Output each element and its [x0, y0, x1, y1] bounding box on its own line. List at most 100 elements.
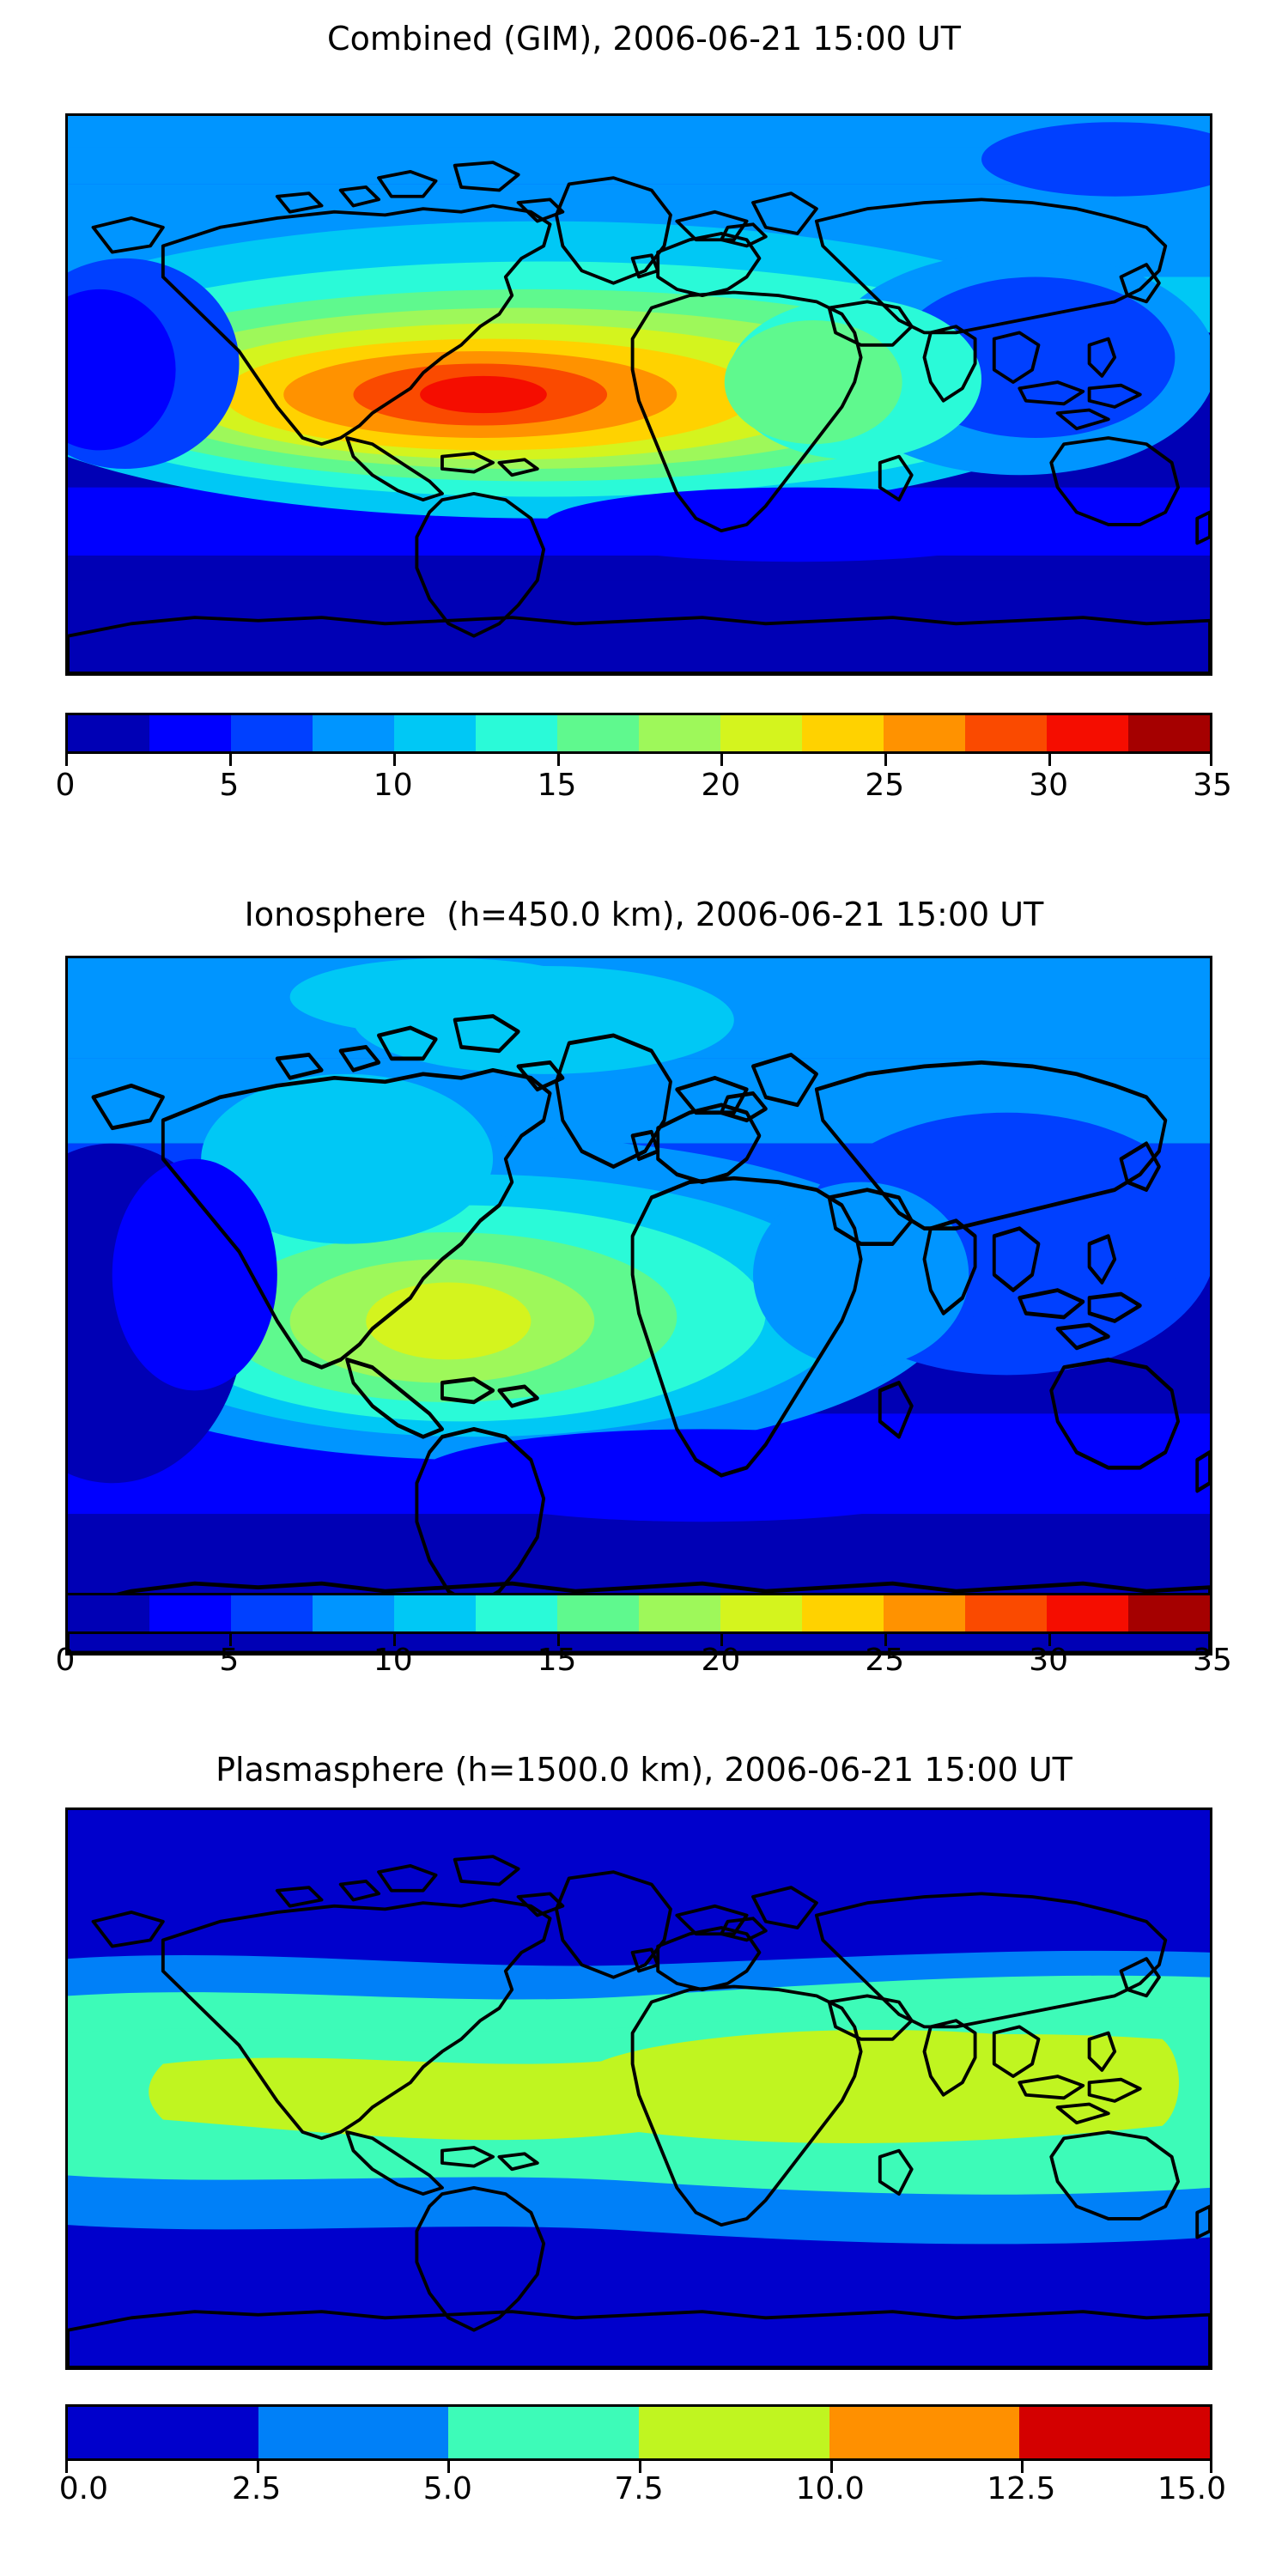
colorbar-band	[829, 2407, 1020, 2458]
tick-mark	[1048, 1634, 1052, 1646]
tick-mark	[392, 1634, 396, 1646]
colorbar-strip-combined	[65, 713, 1212, 754]
tick-mark	[720, 754, 724, 766]
colorbar-tick-label: 2.5	[232, 2471, 282, 2506]
tick-mark	[884, 754, 888, 766]
colorbar-tick-label: 12.5	[987, 2471, 1056, 2506]
tick-mark	[65, 1634, 68, 1646]
tick-mark	[65, 754, 68, 766]
tick-mark	[447, 2461, 451, 2473]
tick-mark	[65, 2461, 68, 2473]
tick-mark	[1210, 754, 1212, 766]
panel-title-ionosphere: Ionosphere (h=450.0 km), 2006-06-21 15:0…	[244, 896, 1044, 933]
colorbar-tick-label: 25	[865, 1643, 905, 1678]
colorbar-ticks-combined	[65, 754, 1212, 766]
colorbar-tick-label: 35	[1193, 768, 1232, 803]
tick-mark	[1210, 1634, 1212, 1646]
colorbar-band	[802, 1595, 884, 1631]
colorbar-tick-label: 15	[537, 768, 577, 803]
colorbar-tick-label: 5	[219, 768, 240, 803]
colorbar-tick-label: 30	[1029, 768, 1069, 803]
colorbar-band	[1128, 715, 1210, 751]
tick-mark	[639, 2461, 641, 2473]
map-combined-gim	[65, 113, 1212, 676]
colorbar-tick-label: 20	[701, 768, 741, 803]
colorbar-tick-label: 0.0	[58, 2471, 109, 2506]
colorbar-tick-label: 0	[55, 1643, 76, 1678]
colorbar-tick-label: 15.0	[1157, 2471, 1227, 2506]
colorbar-band	[720, 715, 802, 751]
colorbar-band	[476, 715, 557, 751]
colorbar-band	[802, 715, 884, 751]
colorbar-band	[448, 2407, 640, 2458]
colorbar-band	[394, 1595, 476, 1631]
colorbar-band	[965, 715, 1047, 751]
colorbar-tick-label: 35	[1193, 1643, 1232, 1678]
map-canvas-ionosphere	[68, 958, 1210, 1653]
colorbar-band	[557, 715, 639, 751]
colorbar-ionosphere: 0 5 10 15 20 25 30 35	[56, 1593, 1232, 1678]
tick-mark	[1021, 2461, 1024, 2473]
tick-mark	[228, 754, 232, 766]
colorbar-tick-label: 10	[373, 768, 413, 803]
colorbar-band	[639, 2407, 829, 2458]
colorbar-band	[394, 715, 476, 751]
colorbar-ticks-ionosphere	[65, 1634, 1212, 1646]
tick-mark	[1210, 2461, 1212, 2473]
colorbar-band	[231, 715, 313, 751]
panel-plasmasphere: Plasmasphere (h=1500.0 km), 2006-06-21 1…	[0, 1750, 1288, 1789]
colorbar-band	[965, 1595, 1047, 1631]
colorbar-band	[313, 1595, 394, 1631]
tick-mark	[256, 2461, 259, 2473]
tick-mark	[228, 1634, 232, 1646]
colorbar-band	[68, 2407, 258, 2458]
colorbar-strip-ionosphere	[65, 1593, 1212, 1634]
colorbar-tick-label: 5.0	[422, 2471, 472, 2506]
colorbar-band	[1128, 1595, 1210, 1631]
tick-mark	[392, 754, 396, 766]
panel-title-plasmasphere: Plasmasphere (h=1500.0 km), 2006-06-21 1…	[216, 1751, 1072, 1789]
colorbar-tick-label: 10	[373, 1643, 413, 1678]
colorbar-band	[68, 715, 149, 751]
tick-mark	[556, 754, 560, 766]
colorbar-tick-label: 20	[701, 1643, 741, 1678]
colorbar-band	[231, 1595, 313, 1631]
colorbar-tick-label: 0	[55, 768, 76, 803]
tick-mark	[829, 2461, 833, 2473]
colorbar-band	[639, 715, 720, 751]
colorbar-band	[313, 715, 394, 751]
tick-mark	[720, 1634, 724, 1646]
map-ionosphere	[65, 956, 1212, 1656]
colorbar-combined: 0 5 10 15 20 25 30 35	[56, 713, 1232, 803]
colorbar-band	[1047, 715, 1128, 751]
colorbar-strip-plasmasphere	[65, 2404, 1212, 2461]
colorbar-band	[557, 1595, 639, 1631]
colorbar-tick-label: 30	[1029, 1643, 1069, 1678]
colorbar-tick-label: 5	[219, 1643, 240, 1678]
colorbar-band	[68, 1595, 149, 1631]
panel-combined-gim: Combined (GIM), 2006-06-21 15:00 UT	[0, 19, 1288, 58]
colorbar-tick-label: 7.5	[614, 2471, 664, 2506]
map-plasmasphere	[65, 1807, 1212, 2370]
colorbar-band	[639, 1595, 720, 1631]
tick-mark	[556, 1634, 560, 1646]
tick-mark	[884, 1634, 888, 1646]
colorbar-band	[1047, 1595, 1128, 1631]
colorbar-band	[149, 1595, 231, 1631]
map-canvas-combined	[68, 116, 1210, 673]
colorbar-band	[258, 2407, 449, 2458]
panel-ionosphere: Ionosphere (h=450.0 km), 2006-06-21 15:0…	[0, 895, 1288, 934]
colorbar-band	[1019, 2407, 1211, 2458]
colorbar-tick-label: 25	[865, 768, 905, 803]
map-canvas-plasmasphere	[68, 1810, 1210, 2367]
colorbar-plasmasphere: 0.0 2.5 5.0 7.5 10.0 12.5 15.0	[59, 2404, 1226, 2506]
colorbar-ticks-plasmasphere	[65, 2461, 1212, 2473]
colorbar-band	[884, 715, 965, 751]
colorbar-tick-label: 15	[537, 1643, 577, 1678]
colorbar-tick-label: 10.0	[795, 2471, 865, 2506]
tick-mark	[1048, 754, 1052, 766]
panel-title-combined: Combined (GIM), 2006-06-21 15:00 UT	[327, 20, 961, 58]
colorbar-band	[884, 1595, 965, 1631]
colorbar-band	[149, 715, 231, 751]
